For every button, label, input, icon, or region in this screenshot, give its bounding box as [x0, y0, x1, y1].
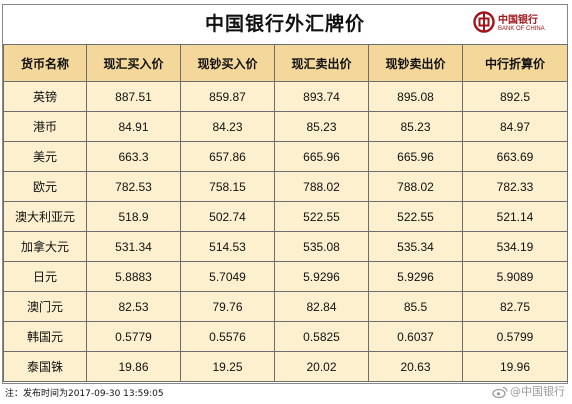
col-boc-conversion: 中行折算价	[462, 44, 568, 82]
rate-cell: 82.84	[274, 291, 369, 322]
rate-cell: 665.96	[274, 141, 369, 172]
rate-cell: 534.19	[462, 231, 568, 262]
rate-cell: 859.87	[180, 81, 275, 112]
rate-cell: 82.53	[86, 291, 181, 322]
col-spot-selling: 现汇卖出价	[274, 44, 369, 82]
table-row: 港币 84.91 84.23 85.23 85.23 84.97	[3, 111, 568, 142]
rate-cell: 85.23	[274, 111, 369, 142]
table-row: 泰国铢 19.86 19.25 20.02 20.63 19.96	[3, 351, 568, 382]
rate-cell: 0.5779	[86, 321, 181, 352]
watermark-text: @中国银行	[510, 385, 565, 398]
currency-name-cell: 港币	[3, 111, 87, 142]
rate-cell: 19.25	[180, 351, 275, 382]
currency-name-cell: 美元	[3, 141, 87, 172]
rate-cell: 5.9089	[462, 261, 568, 292]
currency-name-cell: 日元	[3, 261, 87, 292]
bank-logo: 中国银行 BANK OF CHINA	[473, 9, 553, 41]
col-cash-selling: 现钞卖出价	[368, 44, 463, 82]
footer: 注：发布时间为2017-09-30 13:59:05 @中国银行	[3, 384, 567, 402]
rate-cell: 5.9296	[274, 261, 369, 292]
page-title: 中国银行外汇牌价	[204, 13, 365, 35]
rate-cell: 521.14	[462, 201, 568, 232]
rate-cell: 788.02	[274, 171, 369, 202]
rate-cell: 5.7049	[180, 261, 275, 292]
rate-cell: 85.5	[368, 291, 463, 322]
rate-cell: 502.74	[180, 201, 275, 232]
rate-cell: 5.9296	[368, 261, 463, 292]
rate-cell: 0.5825	[274, 321, 369, 352]
rate-cell: 535.34	[368, 231, 463, 262]
rate-cell: 518.9	[86, 201, 181, 232]
title-bar: 中国银行外汇牌价 中国银行 BANK OF CHINA	[3, 5, 567, 43]
rate-cell: 782.53	[86, 171, 181, 202]
table-row: 加拿大元 531.34 514.53 535.08 535.34 534.19	[3, 231, 568, 262]
rate-cell: 758.15	[180, 171, 275, 202]
rate-cell: 895.08	[368, 81, 463, 112]
rate-cell: 531.34	[86, 231, 181, 262]
rate-cell: 20.02	[274, 351, 369, 382]
logo-name-en: BANK OF CHINA	[498, 26, 545, 32]
table-row: 韩国元 0.5779 0.5576 0.5825 0.6037 0.5799	[3, 321, 568, 352]
col-currency-name: 货币名称	[3, 44, 87, 82]
weibo-icon	[492, 386, 508, 398]
currency-name-cell: 英镑	[3, 81, 87, 112]
rate-cell: 0.6037	[368, 321, 463, 352]
publish-time-note: 注：发布时间为2017-09-30 13:59:05	[5, 389, 164, 399]
rate-cell: 522.55	[274, 201, 369, 232]
table-row: 日元 5.8883 5.7049 5.9296 5.9296 5.9089	[3, 261, 568, 292]
currency-name-cell: 加拿大元	[3, 231, 87, 262]
table-row: 澳大利亚元 518.9 502.74 522.55 522.55 521.14	[3, 201, 568, 232]
exchange-rate-table: 货币名称 现汇买入价 现钞买入价 现汇卖出价 现钞卖出价 中行折算价 英镑 887…	[3, 44, 568, 382]
table-row: 美元 663.3 657.86 665.96 665.96 663.69	[3, 141, 568, 172]
rate-cell: 85.23	[368, 111, 463, 142]
rate-cell: 522.55	[368, 201, 463, 232]
currency-name-cell: 韩国元	[3, 321, 87, 352]
rate-cell: 893.74	[274, 81, 369, 112]
weibo-watermark: @中国银行	[492, 383, 565, 399]
col-cash-buying: 现钞买入价	[180, 44, 275, 82]
rate-cell: 892.5	[462, 81, 568, 112]
table-body: 英镑 887.51 859.87 893.74 895.08 892.5 港币 84.91 84…	[3, 81, 568, 382]
rate-cell: 84.97	[462, 111, 568, 142]
rate-cell: 84.91	[86, 111, 181, 142]
rate-cell: 887.51	[86, 81, 181, 112]
rate-cell: 663.69	[462, 141, 568, 172]
rate-cell: 788.02	[368, 171, 463, 202]
rate-cell: 84.23	[180, 111, 275, 142]
table-row: 欧元 782.53 758.15 788.02 788.02 782.33	[3, 171, 568, 202]
rate-cell: 535.08	[274, 231, 369, 262]
rate-cell: 5.8883	[86, 261, 181, 292]
bank-of-china-logo-icon	[473, 11, 495, 33]
rate-cell: 663.3	[86, 141, 181, 172]
rate-cell: 20.63	[368, 351, 463, 382]
board-frame	[2, 4, 568, 384]
rate-cell: 665.96	[368, 141, 463, 172]
currency-name-cell: 澳门元	[3, 291, 87, 322]
rate-cell: 79.76	[180, 291, 275, 322]
table-row: 澳门元 82.53 79.76 82.84 85.5 82.75	[3, 291, 568, 322]
col-spot-buying: 现汇买入价	[86, 44, 181, 82]
currency-name-cell: 澳大利亚元	[3, 201, 87, 232]
rate-cell: 19.86	[86, 351, 181, 382]
rate-cell: 0.5799	[462, 321, 568, 352]
rate-cell: 782.33	[462, 171, 568, 202]
rate-cell: 19.96	[462, 351, 568, 382]
currency-name-cell: 泰国铢	[3, 351, 87, 382]
table-header-row: 货币名称 现汇买入价 现钞买入价 现汇卖出价 现钞卖出价 中行折算价	[3, 44, 568, 82]
logo-name-cn: 中国银行	[498, 15, 538, 26]
rate-cell: 0.5576	[180, 321, 275, 352]
rate-cell: 82.75	[462, 291, 568, 322]
table-row: 英镑 887.51 859.87 893.74 895.08 892.5	[3, 81, 568, 112]
currency-name-cell: 欧元	[3, 171, 87, 202]
rate-cell: 514.53	[180, 231, 275, 262]
rate-cell: 657.86	[180, 141, 275, 172]
